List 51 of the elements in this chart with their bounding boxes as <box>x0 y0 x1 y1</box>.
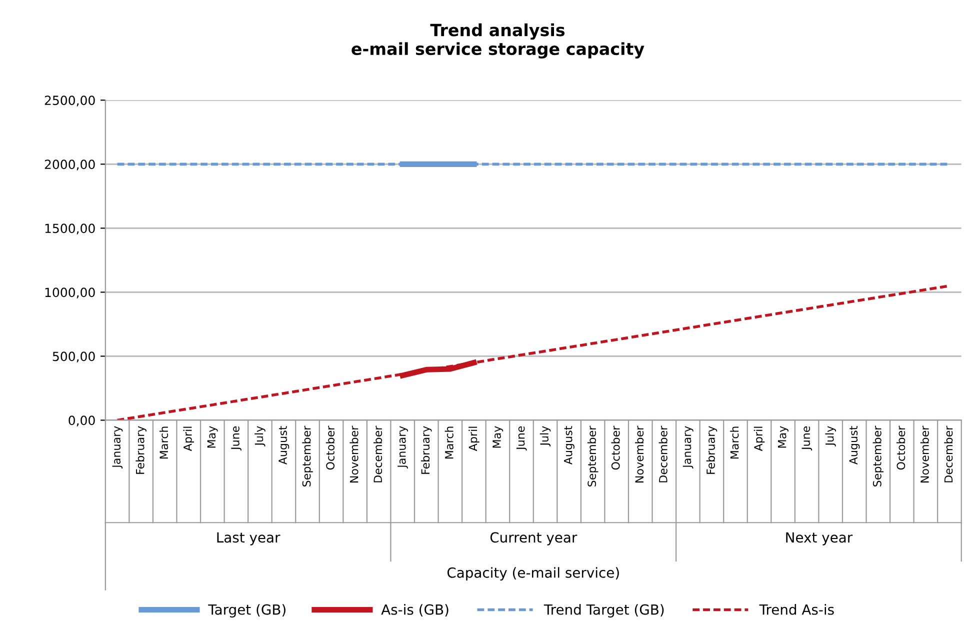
x-tick-label: June <box>231 426 242 451</box>
x-tick-label: November <box>350 426 358 482</box>
x-tick-label: March <box>444 426 454 459</box>
x-tick-label: February <box>421 426 432 474</box>
legend-label: Target (GB) <box>208 604 286 618</box>
x-tick-label: July <box>254 426 266 446</box>
x-tick-label: March <box>730 426 739 459</box>
legend-label: As-is (GB) <box>381 604 448 616</box>
x-tick-label: January <box>112 426 123 468</box>
chart-title: Trend analysis e-mail service storage capacity <box>352 23 644 58</box>
x-tick-label: May <box>778 426 788 448</box>
x-tick-label: May <box>492 426 504 448</box>
x-tick-label: November <box>635 426 644 482</box>
x-tick-label: July <box>825 426 836 446</box>
x-tick-label: November <box>920 426 929 482</box>
x-tick-label: December <box>373 426 382 482</box>
x-tick-label: January <box>398 426 408 468</box>
y-tick-label: 2000,00 <box>44 160 95 170</box>
x-tick-label: February <box>706 426 718 474</box>
x-tick-label: September <box>872 426 884 486</box>
text: Last year <box>217 532 280 546</box>
text: Current year <box>490 532 578 546</box>
x-tick-label: April <box>183 426 194 452</box>
x-tick-label: October <box>326 426 335 470</box>
x-tick-label: September <box>587 426 598 486</box>
y-tick-label: 0,00 <box>68 416 95 426</box>
x-tick-label: June <box>516 426 527 451</box>
y-tick-label: 500,00 <box>52 352 95 362</box>
x-tick-label: April <box>468 426 480 452</box>
x-tick-label: January <box>682 426 694 468</box>
x-tick-label: August <box>564 426 574 465</box>
x-tick-label: July <box>540 426 551 446</box>
x-tick-label: February <box>136 426 146 474</box>
y-tick-label: 1500,00 <box>45 224 95 234</box>
x-tick-label: May <box>207 426 218 448</box>
text: Next year <box>786 532 853 546</box>
x-tick-label: March <box>159 426 168 459</box>
y-tick-label: 1000,00 <box>45 288 95 298</box>
x-tick-label: August <box>849 426 860 465</box>
x-tick-label: August <box>278 426 290 465</box>
x-tick-label: October <box>896 426 906 470</box>
y-tick-label: 2500,00 <box>44 96 95 106</box>
text: Capacity (e-mail service) <box>447 567 619 581</box>
legend-label: Trend Target (GB) <box>544 604 664 618</box>
x-tick-label: December <box>658 426 668 482</box>
x-tick-label: June <box>802 426 812 451</box>
x-tick-label: December <box>944 426 953 482</box>
x-tick-label: April <box>754 426 765 452</box>
x-tick-label: September <box>302 426 313 486</box>
x-tick-label: October <box>611 426 620 470</box>
legend-label: Trend As-is <box>759 604 834 615</box>
